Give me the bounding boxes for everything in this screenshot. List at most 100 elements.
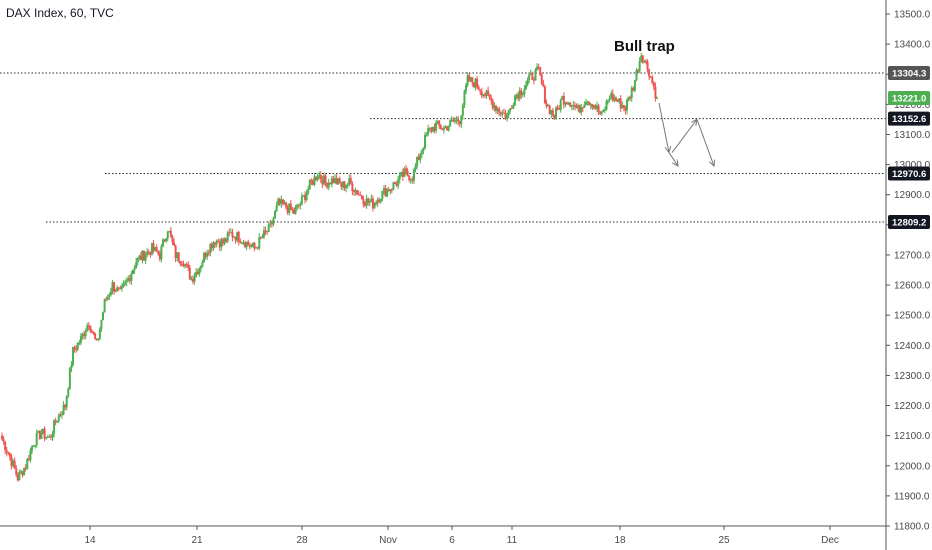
candle-body [586,101,589,103]
candle-body [405,168,408,171]
candle-body [605,101,608,110]
candle-body [157,251,160,255]
candle-body [81,333,84,337]
candle-body [68,368,71,389]
candle-body [149,252,152,255]
candle-body [274,211,277,219]
candle-body [119,288,122,290]
candle-body [220,239,223,248]
candle-body [335,178,338,185]
last-price-badge-bg[interactable] [888,91,930,106]
candle-body [567,102,570,105]
candle-body [67,388,70,397]
candle-body [547,105,550,107]
candle-body [30,446,33,451]
candle-body [218,242,221,248]
candle-body [143,250,146,261]
candle-body [513,95,516,106]
candle-body [423,135,426,149]
y-axis: 11800.0 11900.0 12000.0 12100.0 12200.0 12300… [886,10,931,533]
candle-body [15,468,18,475]
candle-body [392,182,395,190]
candle-body [564,102,567,105]
level-badge[interactable]: 13304.3 [892,68,926,79]
candle-body [302,195,305,197]
candle-body [531,72,534,80]
candle-body [264,230,267,232]
candle-body [146,251,149,256]
last-price-badge[interactable]: 13221.0 [892,94,926,105]
level-badge-bg[interactable] [888,166,930,181]
candle-body [375,203,378,205]
candle-body [288,203,291,213]
candle-body [638,60,641,72]
candle-body [136,257,139,263]
candle-body [330,178,333,185]
candle-body [543,86,546,104]
level-badge[interactable]: 12809.2 [892,218,926,229]
candle-body [255,247,258,249]
candle-body [465,85,468,92]
candle-body [95,338,98,341]
candle-body [654,86,657,99]
candle-body [452,119,455,122]
level-badge-bg[interactable] [888,215,930,230]
candle-body [12,460,15,466]
candle-body [180,263,183,265]
candle-body [244,242,247,248]
candle-body [305,193,308,200]
candle-body [209,243,212,253]
candle-body [510,108,513,110]
candle-body [40,433,43,439]
candle-body [362,199,365,205]
candle-body [556,107,559,109]
level-badge-bg[interactable] [888,65,930,80]
candle-body [109,291,112,295]
candle-body [597,105,600,113]
candle-body [291,209,294,211]
candle-body [318,175,321,178]
candle-body [573,104,576,107]
candle-body [490,98,493,101]
level-badge[interactable]: 12970.6 [892,169,926,180]
candle-body [4,441,7,451]
candle-body [368,201,371,203]
price-badges[interactable]: 13304.3 13152.6 12970.6 12809.2 13221.0 [888,65,930,230]
candle-body [106,296,109,301]
level-badge[interactable]: 13152.6 [892,114,926,125]
x-tick-label: 11 [507,535,518,546]
candle-body [263,230,265,237]
candle-body [114,291,117,293]
candle-body [5,450,8,453]
candle-body [155,247,158,252]
candle-body [56,420,59,423]
x-tick-label: Nov [379,535,397,546]
projection-arrow [671,119,697,153]
candle-body [436,120,439,124]
candle-body [240,242,243,244]
candle-body [294,207,297,215]
x-tick-label: 6 [449,535,455,546]
candle-body [29,450,32,461]
candle-body [221,239,224,244]
candle-body [193,276,196,282]
candle-body [210,243,213,249]
candle-body [588,101,591,106]
candle-body [487,90,490,95]
candle-body [141,250,144,261]
candle-body [542,83,545,87]
candle-body [289,203,292,210]
y-tick-label: 13000.0 [894,160,931,171]
candle-body [554,107,557,119]
candle-body [187,264,190,268]
candle-body [616,100,619,102]
candle-body [90,331,93,333]
candle-body [297,204,300,206]
candle-body [367,198,370,203]
candle-body [316,177,319,180]
level-badge-bg[interactable] [888,111,930,126]
candle-body [315,176,318,180]
candle-body [562,95,565,105]
y-tick-label: 11800.0 [894,522,930,533]
